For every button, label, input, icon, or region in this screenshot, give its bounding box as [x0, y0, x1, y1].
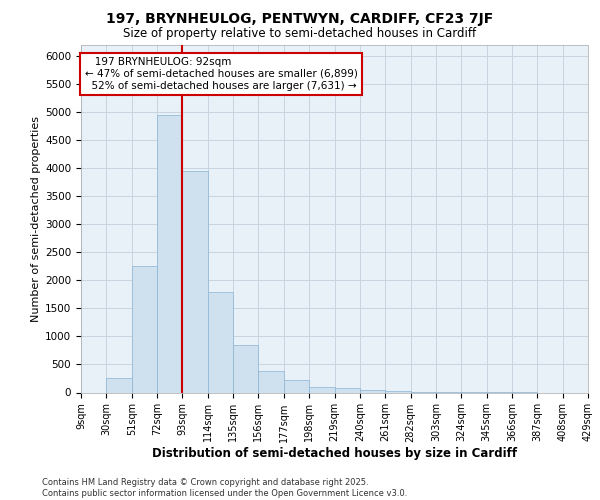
Bar	[335, 388, 360, 392]
Bar	[182, 171, 208, 392]
Text: Size of property relative to semi-detached houses in Cardiff: Size of property relative to semi-detach…	[124, 28, 476, 40]
Bar	[284, 380, 309, 392]
Text: 197 BRYNHEULOG: 92sqm
← 47% of semi-detached houses are smaller (6,899)
  52% of: 197 BRYNHEULOG: 92sqm ← 47% of semi-deta…	[85, 58, 358, 90]
Bar	[233, 345, 259, 393]
Text: Contains HM Land Registry data © Crown copyright and database right 2025.
Contai: Contains HM Land Registry data © Crown c…	[42, 478, 407, 498]
Bar	[208, 292, 233, 392]
Bar	[309, 387, 335, 392]
Bar	[259, 371, 284, 392]
Text: 197, BRYNHEULOG, PENTWYN, CARDIFF, CF23 7JF: 197, BRYNHEULOG, PENTWYN, CARDIFF, CF23 …	[106, 12, 494, 26]
X-axis label: Distribution of semi-detached houses by size in Cardiff: Distribution of semi-detached houses by …	[152, 447, 517, 460]
Bar	[157, 115, 182, 392]
Bar	[106, 378, 132, 392]
Y-axis label: Number of semi-detached properties: Number of semi-detached properties	[31, 116, 41, 322]
Bar	[360, 390, 385, 392]
Bar	[132, 266, 157, 392]
